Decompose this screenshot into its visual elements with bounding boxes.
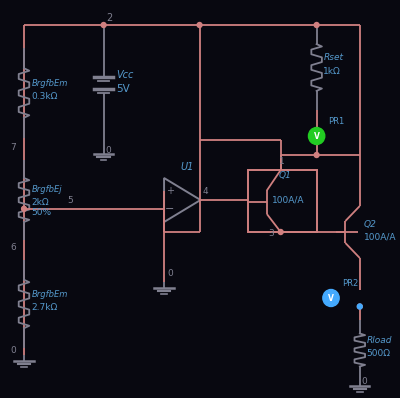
Text: Rset: Rset — [323, 53, 343, 62]
Bar — [248, 170, 317, 232]
Text: 500Ω: 500Ω — [366, 349, 390, 358]
Text: 1kΩ: 1kΩ — [323, 66, 341, 76]
Text: 50%: 50% — [32, 208, 52, 217]
Text: 6: 6 — [10, 243, 16, 252]
Text: 0: 0 — [167, 269, 173, 278]
Circle shape — [357, 304, 362, 309]
Text: 0: 0 — [10, 346, 16, 355]
Text: Vcc: Vcc — [116, 70, 134, 80]
Text: 0: 0 — [362, 377, 368, 386]
Text: Q2: Q2 — [364, 220, 376, 229]
Text: BrgfbEm: BrgfbEm — [32, 79, 68, 88]
Text: Rload: Rload — [366, 336, 392, 345]
Text: 2kΩ: 2kΩ — [32, 198, 49, 207]
Text: 2: 2 — [106, 13, 113, 23]
Circle shape — [314, 23, 319, 27]
Circle shape — [323, 289, 339, 306]
Text: 100A/A: 100A/A — [364, 233, 396, 242]
Circle shape — [197, 23, 202, 27]
Text: +: + — [166, 186, 174, 196]
Circle shape — [308, 127, 325, 144]
Circle shape — [278, 230, 283, 234]
Text: V: V — [314, 132, 320, 141]
Circle shape — [101, 23, 106, 27]
Circle shape — [314, 152, 319, 158]
Text: 1: 1 — [279, 157, 284, 166]
Text: 0.3kΩ: 0.3kΩ — [32, 92, 58, 101]
Text: BrgfbEm: BrgfbEm — [32, 290, 68, 299]
Text: −: − — [165, 204, 174, 214]
Text: 2.7kΩ: 2.7kΩ — [32, 303, 58, 312]
Text: 5: 5 — [67, 196, 73, 205]
Text: PR2: PR2 — [342, 279, 359, 288]
Text: 4: 4 — [202, 187, 208, 196]
Text: 7: 7 — [10, 143, 16, 152]
Text: BrgfbEj: BrgfbEj — [32, 185, 62, 194]
Text: 5V: 5V — [116, 84, 130, 94]
Text: Q1: Q1 — [279, 171, 292, 180]
Text: V: V — [328, 294, 334, 303]
Text: U1: U1 — [180, 162, 194, 172]
Text: PR1: PR1 — [328, 117, 344, 126]
Text: 100A/A: 100A/A — [272, 195, 304, 204]
Text: 0: 0 — [106, 146, 111, 155]
Circle shape — [22, 206, 26, 211]
Text: 3: 3 — [268, 229, 274, 238]
Circle shape — [357, 304, 362, 309]
